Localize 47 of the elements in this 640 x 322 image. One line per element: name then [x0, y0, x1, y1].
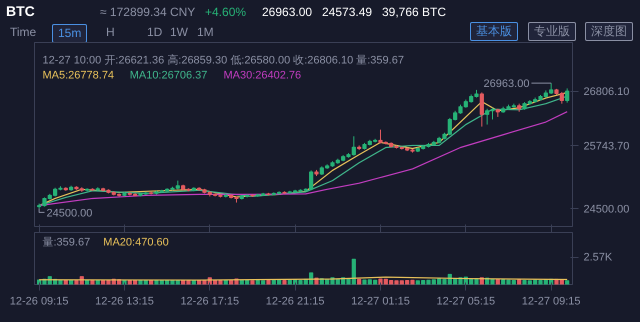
- text: 26963.00: [262, 4, 312, 21]
- text: MA20:470.60: [103, 236, 169, 248]
- chart-title: BTC: [6, 2, 35, 21]
- text: MA5:26778.74: [42, 70, 114, 82]
- text: 1M: [197, 24, 214, 41]
- annotation: 24500.00: [46, 207, 92, 220]
- text: Time: [10, 24, 36, 41]
- x-tick-label: 12-27 09:15: [522, 296, 581, 308]
- text: 专业版: [528, 22, 576, 42]
- bar: [96, 280, 100, 284]
- candlestick: [565, 88, 570, 104]
- x-tick-label: 12-26 13:15: [95, 296, 154, 308]
- y-tick-label: 24500.00: [584, 204, 630, 216]
- text: 1D: [147, 24, 162, 41]
- bar: [224, 280, 228, 284]
- x-tick-label: 12-27 01:15: [351, 296, 410, 308]
- text: 基本版: [470, 22, 518, 42]
- bar: [192, 280, 196, 284]
- text: H: [106, 24, 115, 41]
- text: 39,766 BTC: [382, 4, 446, 21]
- annotation: 26963.00: [484, 78, 530, 90]
- text: MA10:26706.37: [130, 70, 208, 82]
- text: +4.60%: [205, 4, 246, 21]
- x-tick-label: 12-26 21:15: [266, 296, 325, 308]
- text: 24573.49: [322, 4, 372, 21]
- bar: [565, 280, 570, 284]
- bar: [496, 279, 500, 284]
- bar: [266, 280, 271, 284]
- bar: [357, 278, 362, 284]
- annotation: 量:359.67: [42, 236, 90, 248]
- x-tick-label: 12-27 05:15: [436, 296, 496, 308]
- text: ≈ 172899.34 CNY: [100, 4, 196, 21]
- text: 1W: [170, 24, 188, 41]
- x-tick-label: 12-26 09:15: [10, 296, 68, 308]
- x-tick-label: 12-26 17:15: [180, 296, 240, 308]
- y-tick-label: 25743.70: [584, 140, 630, 152]
- y-tick-label: 2.57K: [584, 251, 613, 264]
- bar: [64, 280, 68, 284]
- bar: [250, 280, 255, 284]
- y-tick-label: 26806.10: [584, 86, 630, 98]
- bar: [517, 280, 522, 284]
- bar: [282, 280, 287, 284]
- candlestick: [480, 92, 484, 128]
- text: 12-27 10:00 开:26621.36 高:26859.30 低:26580.00 收:26806.10 量:359.67: [42, 54, 404, 66]
- text: 15m: [52, 24, 88, 44]
- text: MA30:26402.76: [224, 70, 302, 82]
- text: 深度图: [585, 22, 633, 42]
